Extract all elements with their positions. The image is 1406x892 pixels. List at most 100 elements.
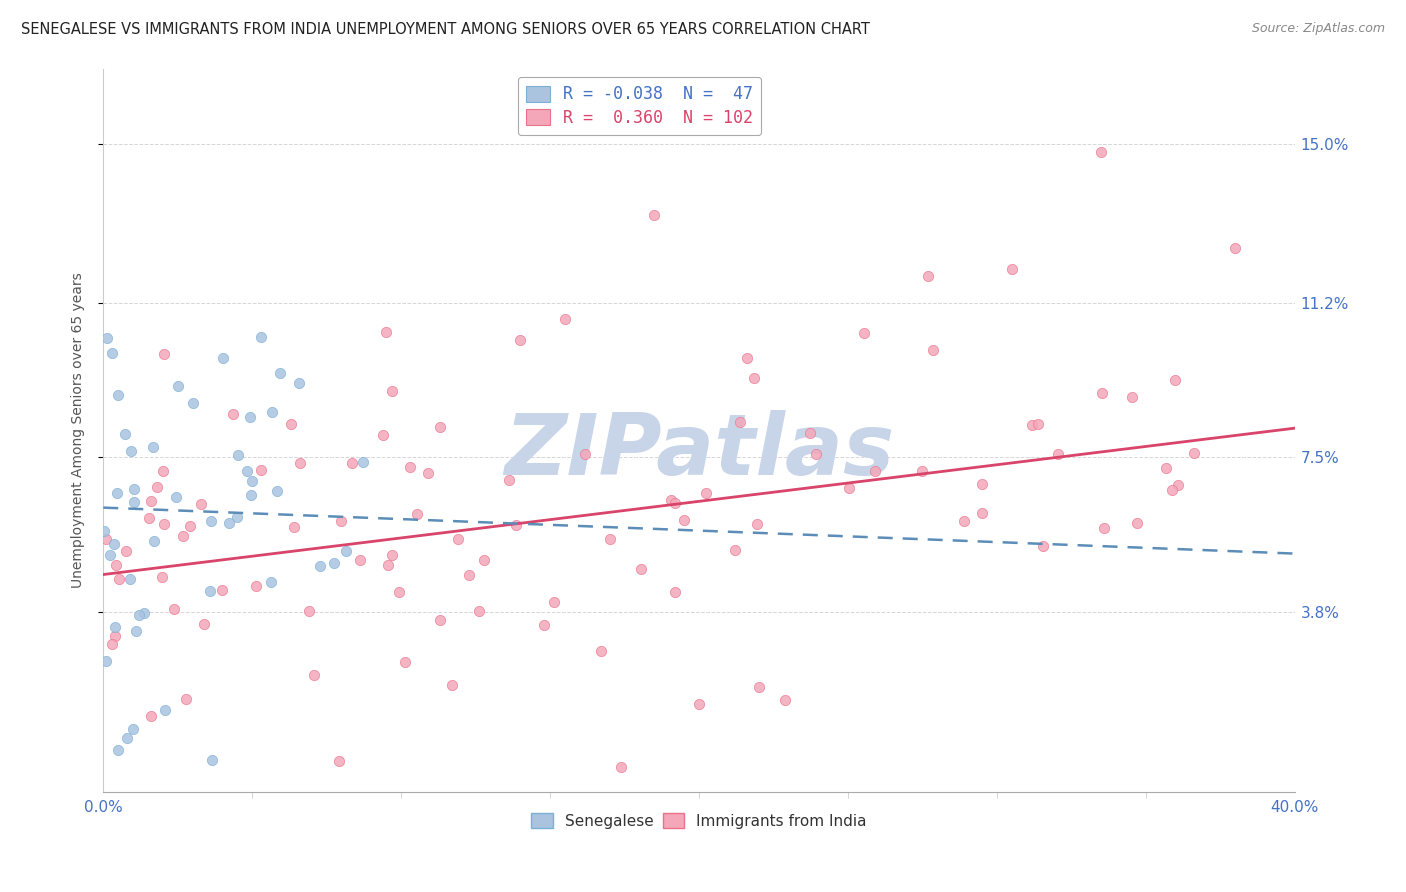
Point: [505, 517, 527, 532]
Point: [308, 559, 330, 574]
Point: [398, 460, 420, 475]
Point: [664, 495, 686, 509]
Point: [226, 448, 249, 462]
Point: [458, 568, 481, 582]
Point: [447, 532, 470, 546]
Point: [103, 537, 125, 551]
Point: [179, 518, 201, 533]
Point: [838, 481, 860, 495]
Point: [1164, 373, 1187, 387]
Point: [105, 558, 128, 572]
Point: [250, 463, 273, 477]
Point: [688, 697, 710, 711]
Point: [96, 654, 118, 668]
Point: [371, 428, 394, 442]
Point: [728, 416, 751, 430]
Point: [166, 379, 188, 393]
Point: [150, 569, 173, 583]
Point: [260, 574, 283, 589]
Point: [104, 620, 127, 634]
Point: [773, 692, 796, 706]
Point: [695, 485, 717, 500]
Point: [381, 384, 404, 399]
Point: [429, 420, 451, 434]
Point: [922, 343, 945, 357]
Point: [98, 548, 121, 562]
Point: [330, 514, 353, 528]
Point: [121, 444, 143, 458]
Point: [352, 455, 374, 469]
Point: [664, 585, 686, 599]
Point: [250, 330, 273, 344]
Point: [105, 486, 128, 500]
Point: [122, 723, 145, 737]
Point: [298, 604, 321, 618]
Point: [218, 516, 240, 531]
Point: [115, 731, 138, 745]
Point: [911, 464, 934, 478]
Point: [107, 743, 129, 757]
Point: [288, 376, 311, 391]
Point: [200, 583, 222, 598]
Point: [863, 464, 886, 478]
Point: [953, 514, 976, 528]
Point: [799, 425, 821, 440]
Point: [134, 606, 156, 620]
Point: [609, 760, 631, 774]
Point: [1225, 241, 1247, 255]
Point: [574, 447, 596, 461]
Point: [1125, 516, 1147, 530]
Point: [201, 753, 224, 767]
Point: [107, 388, 129, 402]
Point: [226, 509, 249, 524]
Point: [172, 529, 194, 543]
Text: Source: ZipAtlas.com: Source: ZipAtlas.com: [1251, 22, 1385, 36]
Point: [643, 208, 665, 222]
Point: [323, 556, 346, 570]
Point: [236, 464, 259, 478]
Point: [245, 578, 267, 592]
Point: [283, 520, 305, 534]
Point: [190, 497, 212, 511]
Point: [1032, 539, 1054, 553]
Point: [122, 495, 145, 509]
Point: [165, 491, 187, 505]
Point: [163, 602, 186, 616]
Point: [1121, 390, 1143, 404]
Point: [152, 347, 174, 361]
Point: [108, 572, 131, 586]
Point: [141, 494, 163, 508]
Point: [735, 351, 758, 366]
Point: [193, 616, 215, 631]
Point: [211, 582, 233, 597]
Point: [304, 668, 326, 682]
Point: [543, 595, 565, 609]
Point: [288, 456, 311, 470]
Point: [394, 656, 416, 670]
Point: [853, 326, 876, 340]
Point: [93, 524, 115, 538]
Point: [1167, 478, 1189, 492]
Point: [239, 410, 262, 425]
Point: [1021, 417, 1043, 432]
Point: [659, 492, 682, 507]
Y-axis label: Unemployment Among Seniors over 65 years: Unemployment Among Seniors over 65 years: [72, 272, 86, 588]
Point: [440, 678, 463, 692]
Point: [748, 681, 770, 695]
Point: [349, 553, 371, 567]
Point: [377, 558, 399, 573]
Point: [745, 516, 768, 531]
Point: [472, 553, 495, 567]
Point: [1047, 447, 1070, 461]
Point: [139, 709, 162, 723]
Point: [1026, 417, 1049, 431]
Point: [724, 543, 747, 558]
Point: [1091, 386, 1114, 401]
Point: [328, 754, 350, 768]
Point: [138, 511, 160, 525]
Point: [145, 479, 167, 493]
Point: [212, 351, 235, 366]
Point: [174, 692, 197, 706]
Point: [591, 644, 613, 658]
Point: [375, 325, 398, 339]
